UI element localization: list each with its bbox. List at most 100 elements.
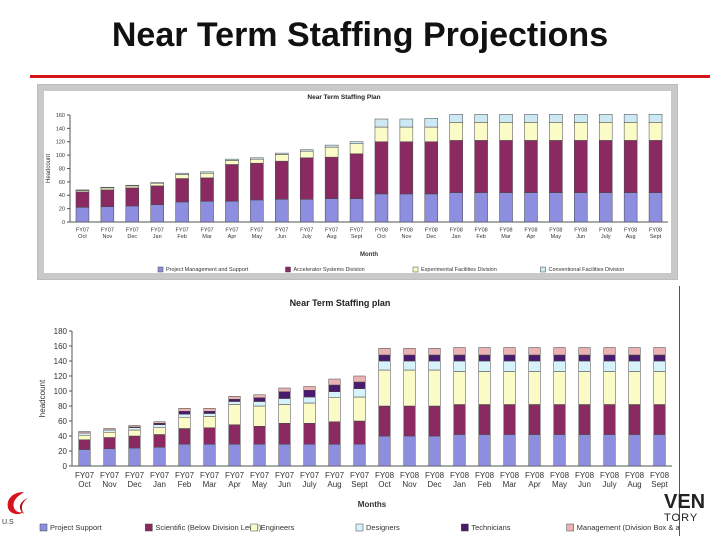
bar-segment — [278, 387, 291, 392]
bar-segment — [528, 354, 541, 362]
bar-segment — [328, 378, 341, 386]
bar-segment — [178, 414, 191, 418]
bar-segment — [503, 354, 516, 362]
x-tick-label-month: Dec — [426, 234, 436, 240]
bar-segment — [228, 401, 241, 405]
bar-segment — [478, 347, 491, 356]
bar-segment — [403, 354, 416, 362]
x-tick-label-fy: FY08 — [524, 228, 537, 234]
bar-segment — [648, 114, 663, 123]
bar-segment — [453, 371, 466, 405]
bar-segment — [528, 371, 541, 405]
bar-segment — [303, 396, 316, 404]
legend-swatch — [540, 266, 546, 273]
y-tick-label: 80 — [58, 402, 67, 411]
x-tick-label-month: Sept — [651, 480, 668, 489]
bar-segment — [598, 192, 613, 223]
x-tick-label-month: May — [551, 234, 562, 240]
x-tick-label-month: Aug — [327, 480, 341, 489]
x-tick-label-fy: FY07 — [250, 228, 263, 234]
bar-segment — [549, 140, 563, 193]
bar-segment — [399, 193, 414, 223]
bar-segment — [275, 154, 289, 162]
bar-segment — [353, 396, 366, 422]
chart-title: Near Term Staffing plan — [290, 298, 391, 308]
bar-segment — [623, 114, 638, 123]
bar-segment — [75, 207, 90, 223]
y-tick-label: 40 — [59, 193, 65, 199]
x-tick-label-month: Dec — [427, 480, 441, 489]
bar-segment — [100, 187, 115, 191]
bar-segment — [399, 126, 414, 142]
bar-segment — [203, 408, 216, 412]
bar-segment — [403, 405, 416, 437]
bar-segment — [253, 444, 266, 467]
bar-segment — [578, 360, 591, 372]
x-tick-label-month: Jun — [277, 234, 286, 240]
legend-label: Project Support — [50, 523, 103, 532]
bar-segment — [428, 405, 441, 437]
bar-segment — [378, 348, 391, 356]
x-tick-label-fy: FY07 — [200, 228, 213, 234]
bar-segment — [623, 140, 638, 193]
bar-segment — [603, 354, 616, 362]
bar-segment — [478, 434, 491, 467]
x-tick-label-month: Nov — [102, 234, 112, 240]
bar-segment — [200, 172, 214, 179]
y-tick-label: 160 — [56, 113, 65, 119]
bar-segment — [178, 428, 191, 445]
bar-segment — [150, 185, 164, 205]
y-tick-label: 0 — [63, 462, 68, 471]
y-tick-label: 120 — [56, 140, 65, 146]
bar-segment — [228, 404, 241, 425]
bar-segment — [648, 122, 663, 141]
legend-swatch — [250, 523, 258, 532]
bar-segment — [225, 201, 239, 223]
bar-segment — [178, 444, 191, 467]
x-tick-label-month: Mar — [203, 480, 217, 489]
bar-segment — [125, 205, 140, 223]
x-tick-label-month: Apr — [228, 480, 241, 489]
bar-segment — [353, 381, 366, 389]
bar-segment — [78, 431, 91, 434]
bar-segment — [153, 424, 166, 428]
bar-segment — [499, 192, 513, 223]
x-tick-label-fy: FY07 — [125, 471, 145, 480]
bar-segment — [578, 347, 591, 356]
bar-segment — [228, 444, 241, 467]
x-tick-label-fy: FY07 — [101, 228, 114, 234]
bar-segment — [528, 360, 541, 372]
bar-segment — [374, 126, 389, 142]
x-tick-label-fy: FY07 — [76, 228, 89, 234]
bar-segment — [453, 347, 466, 356]
chart-staffing-by-division: Near Term Staffing Plan 0 20 40 60 80 100 120 14… — [37, 84, 678, 280]
x-tick-label-month: Mar — [503, 480, 517, 489]
bar-segment — [503, 360, 516, 372]
bar-segment — [603, 347, 616, 356]
bar-segment — [478, 354, 491, 362]
bar-segment — [100, 189, 115, 207]
legend-swatch — [355, 523, 364, 532]
bar-segment — [653, 360, 666, 372]
x-tick-label-month: Nov — [402, 480, 416, 489]
x-tick-label-fy: FY08 — [625, 471, 645, 480]
bar-segment — [103, 429, 116, 433]
bar-segment — [303, 386, 316, 391]
bar-segment — [603, 404, 616, 435]
bar-segment — [598, 140, 613, 193]
bar-segment — [553, 371, 566, 405]
legend-swatch — [566, 523, 574, 532]
legend-label: Technicians — [471, 523, 510, 532]
bar-segment — [225, 158, 239, 161]
x-tick-label-fy: FY08 — [574, 228, 587, 234]
bar-segment — [253, 405, 266, 427]
bar-segment — [374, 118, 389, 128]
x-tick-label-month: Sept — [351, 234, 363, 240]
bar-segment — [528, 347, 541, 356]
x-tick-label-month: Nov — [401, 234, 411, 240]
bar-segment — [175, 174, 189, 179]
bar-segment — [353, 375, 366, 383]
x-tick-label-month: Feb — [476, 234, 485, 240]
bar-segment — [125, 184, 140, 187]
bar-segment — [103, 428, 116, 431]
